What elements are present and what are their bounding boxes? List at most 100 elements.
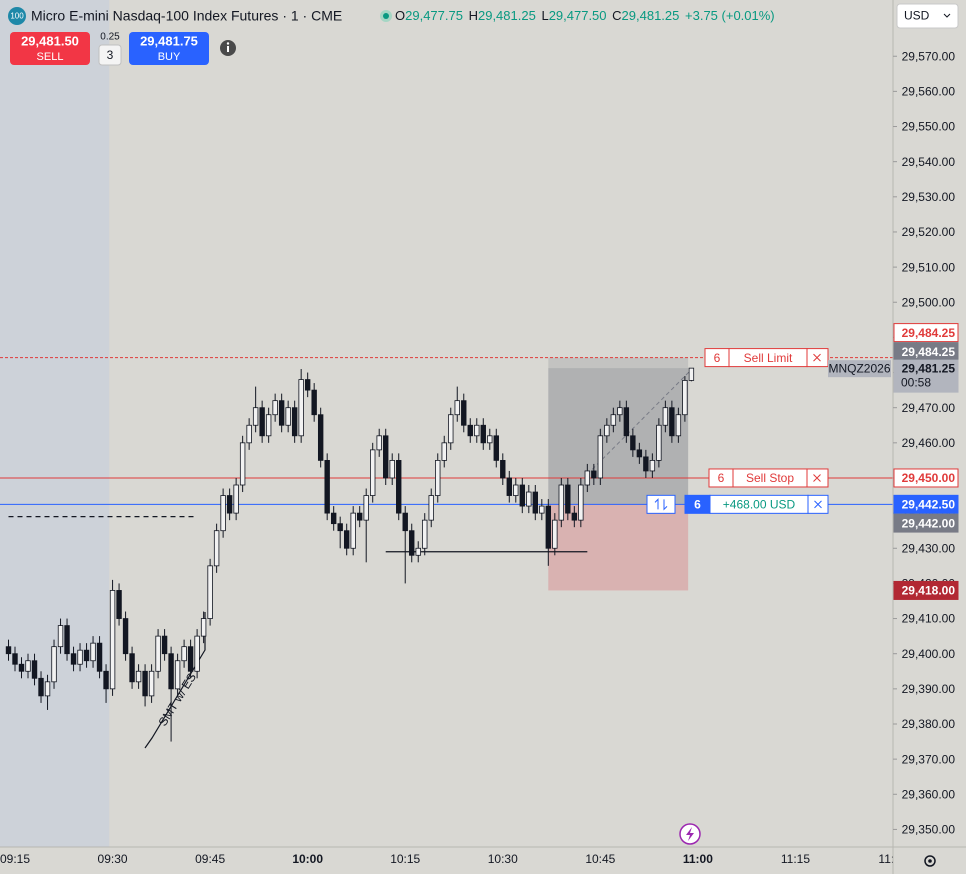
ohlc: O29,477.75 H29,481.25 L29,477.50 C29,481… [395, 8, 775, 23]
x-tick-label: 09:15 [0, 852, 30, 866]
x-tick-label: 11:30 [878, 852, 907, 866]
candle-body [630, 435, 636, 451]
candle-body [12, 653, 18, 665]
badge-text: 100 [10, 12, 24, 21]
candle-body [220, 495, 226, 532]
candle-body [643, 456, 649, 472]
candle-body [96, 642, 103, 672]
candle-body [409, 530, 415, 556]
candle-body [161, 635, 168, 655]
y-tick-label: 29,350.00 [902, 823, 956, 837]
candle-body [617, 407, 623, 416]
candle-body [317, 414, 324, 461]
candle-body [532, 491, 538, 514]
position-profit-zone [548, 368, 689, 505]
session-shade [0, 0, 110, 847]
candle-body [428, 495, 434, 521]
candle-body [155, 635, 161, 672]
candle-body [272, 400, 278, 416]
symbol-title[interactable]: Micro E-mini Nasdaq-100 Index Futures · … [31, 8, 342, 24]
candle-body [25, 660, 31, 672]
candle-body [682, 380, 688, 416]
y-tick-label: 29,370.00 [902, 752, 956, 766]
status-dot [383, 13, 389, 19]
y-tick-label: 29,380.00 [902, 717, 956, 731]
sell-button[interactable] [10, 32, 90, 65]
candle-body [122, 618, 129, 655]
candle-body [461, 400, 467, 426]
reverse-glyph [654, 498, 668, 511]
reverse-button[interactable] [646, 494, 676, 514]
position-path [586, 371, 690, 475]
candle-body [623, 407, 630, 437]
candle-body [304, 379, 311, 391]
sell-label: SELL [37, 51, 64, 63]
candle-body [291, 407, 298, 437]
ohlc-value: 29,481.25 [622, 8, 680, 23]
candle-body [656, 424, 662, 461]
candle-body [487, 435, 493, 444]
candle-body [31, 660, 38, 679]
candle-body [370, 449, 376, 496]
candle-body [565, 484, 571, 514]
candle-body [610, 414, 617, 426]
price-label-box [893, 494, 959, 514]
candle-body [116, 590, 122, 619]
ohlc-key: L [541, 8, 548, 23]
qty-box[interactable] [98, 44, 122, 66]
y-tick-label: 29,550.00 [902, 120, 956, 134]
price-label-box [893, 513, 959, 533]
candle-body [70, 653, 77, 665]
settings-icon[interactable] [924, 855, 936, 867]
candle-body [441, 442, 447, 461]
candle-body [207, 565, 213, 619]
candle-body [636, 449, 643, 458]
ohlc-value: 29,481.25 [478, 8, 536, 23]
ohlc-key: H [469, 8, 478, 23]
currency-dropdown[interactable] [896, 3, 959, 29]
info-glyph [226, 42, 230, 45]
buy-price: 29,481.75 [140, 33, 198, 48]
ohlc-value: 29,477.50 [549, 8, 607, 23]
candle-body [649, 460, 656, 472]
y-tick-label: 29,510.00 [902, 260, 956, 274]
order-qty: 6 [718, 471, 725, 485]
candle-body [337, 523, 343, 532]
position-pnl: +468.00 USD [723, 498, 796, 512]
candle-body [252, 407, 259, 426]
candle-body [571, 512, 578, 521]
ohlc-value: 29,477.75 [405, 8, 463, 23]
x-tick-label: 10:45 [585, 852, 615, 866]
candle-body [435, 460, 441, 496]
price-label: 29,418.00 [902, 584, 956, 598]
candle-body [142, 670, 148, 697]
candle-body [519, 484, 525, 507]
candle-body [376, 435, 382, 451]
candle-body [480, 424, 486, 444]
candle-body [285, 407, 291, 426]
y-tick-label: 29,400.00 [902, 647, 956, 661]
y-tick-label: 29,390.00 [902, 682, 956, 696]
candle-body [194, 635, 200, 672]
price-label-box [893, 359, 959, 393]
y-tick-label: 29,460.00 [902, 436, 956, 450]
candle-body [584, 470, 591, 486]
candle-body [474, 424, 480, 437]
buy-button[interactable] [129, 32, 209, 65]
price-label-box [893, 468, 959, 488]
y-tick-label: 29,500.00 [902, 295, 956, 309]
x-tick-label: 10:30 [488, 852, 518, 866]
y-tick-label: 29,520.00 [902, 225, 956, 239]
candle-body [467, 424, 473, 437]
candle-body [311, 389, 317, 416]
price-label: 29,484.25 [902, 326, 956, 340]
countdown: 00:58 [901, 375, 931, 389]
y-tick-label: 29,430.00 [902, 541, 956, 555]
candle-body [669, 407, 675, 437]
candle-body [168, 653, 174, 690]
candle-body [343, 530, 350, 549]
candle-body [5, 646, 12, 655]
position-stop-zone [548, 504, 689, 591]
candle-body [357, 512, 363, 521]
